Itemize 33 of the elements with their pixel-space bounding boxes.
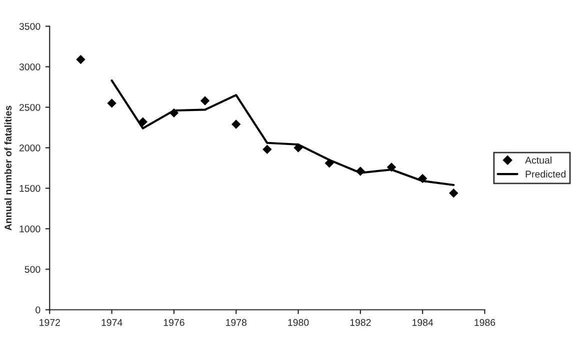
legend-label: Actual — [525, 156, 552, 164]
x-tick-label: 1986 — [474, 319, 496, 326]
point — [200, 96, 210, 106]
y-tick-label: 2500 — [19, 104, 40, 111]
y-tick-label: 3500 — [19, 22, 40, 30]
point — [294, 143, 303, 152]
y-tick-label: 0 — [36, 306, 40, 314]
y-tick-label: 500 — [24, 266, 40, 273]
x-tick-label: 1980 — [288, 319, 309, 326]
line-series — [110, 79, 455, 186]
x-tick-label: 1984 — [412, 319, 434, 326]
x-tick-label: 1976 — [164, 319, 184, 326]
point — [324, 158, 334, 168]
legend-label: Predicted — [526, 170, 566, 178]
y-tick-label: 1000 — [20, 225, 40, 232]
y-axis-title: Annual number of fatalities — [4, 106, 12, 230]
x-tick-label: 1972 — [40, 319, 60, 326]
point — [231, 120, 241, 129]
x-tick-label: 1978 — [226, 319, 246, 326]
point — [107, 98, 116, 108]
point — [138, 117, 148, 126]
y-tick-label: 2000 — [19, 144, 40, 152]
point — [449, 188, 458, 198]
point — [356, 166, 366, 176]
point — [169, 108, 179, 118]
point — [386, 162, 396, 172]
point — [76, 54, 86, 64]
y-tick-label: 1500 — [20, 184, 40, 192]
point — [262, 144, 272, 154]
y-tick-label: 3000 — [19, 63, 40, 70]
x-tick-label: 1974 — [102, 319, 122, 326]
point — [418, 174, 428, 184]
x-tick-label: 1982 — [350, 319, 371, 326]
